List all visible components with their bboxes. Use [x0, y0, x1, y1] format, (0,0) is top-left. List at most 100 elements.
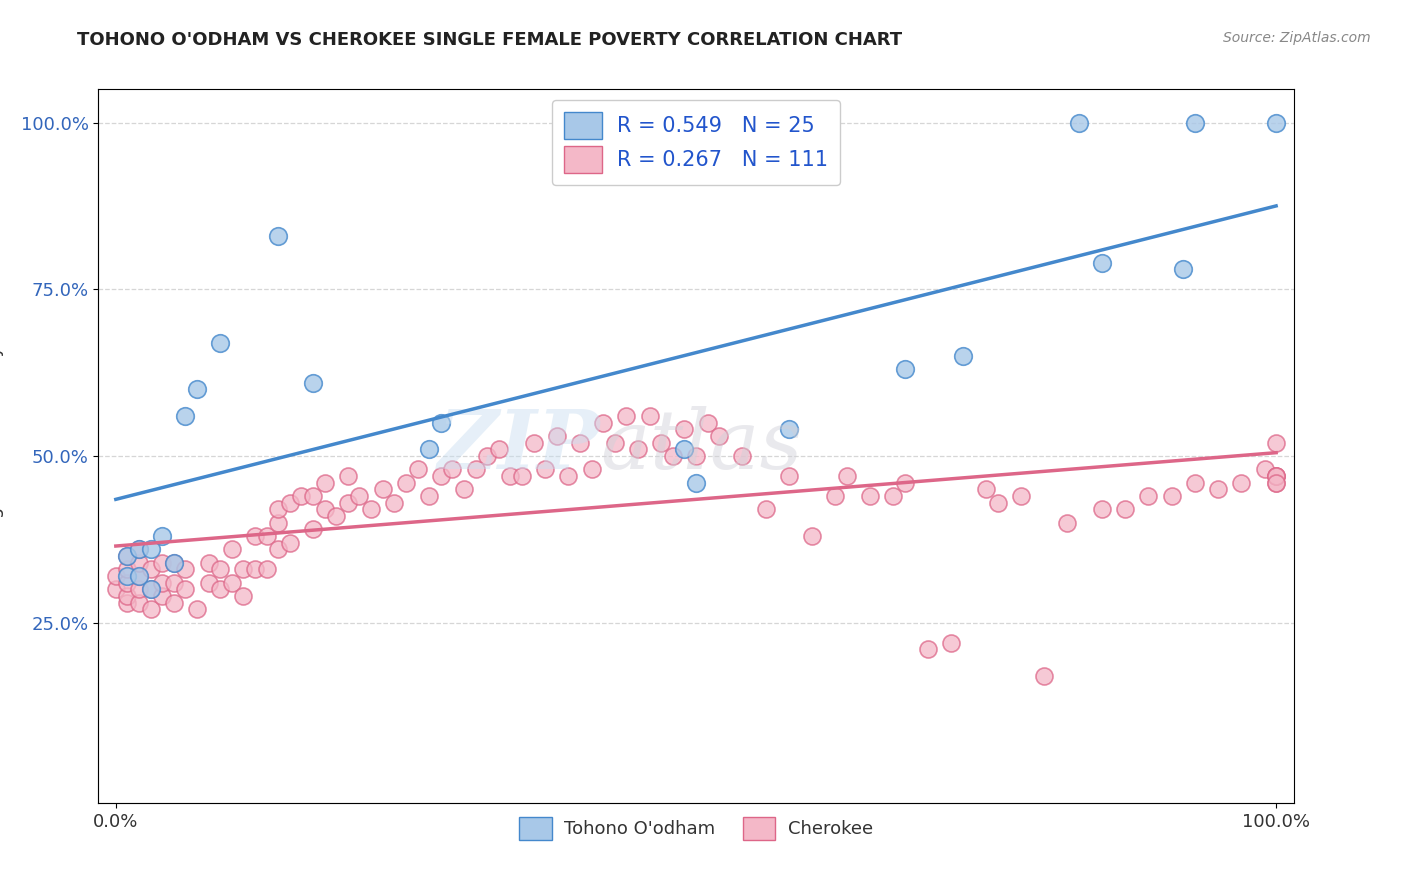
- Point: [685, 475, 707, 490]
- Point: [638, 409, 661, 423]
- Point: [894, 362, 917, 376]
- Point: [267, 228, 290, 243]
- Point: [117, 596, 139, 610]
- Point: [1010, 489, 1032, 503]
- Text: TOHONO O'ODHAM VS CHEROKEE SINGLE FEMALE POVERTY CORRELATION CHART: TOHONO O'ODHAM VS CHEROKEE SINGLE FEMALE…: [77, 31, 903, 49]
- Point: [418, 489, 440, 503]
- Point: [174, 562, 197, 576]
- Point: [128, 569, 150, 583]
- Point: [314, 475, 336, 490]
- Point: [1184, 475, 1206, 490]
- Point: [917, 642, 939, 657]
- Point: [197, 575, 219, 590]
- Point: [302, 376, 325, 390]
- Point: [278, 496, 301, 510]
- Point: [302, 522, 325, 536]
- Point: [603, 435, 626, 450]
- Point: [1265, 115, 1288, 129]
- Point: [1265, 475, 1288, 490]
- Point: [209, 335, 232, 350]
- Point: [534, 462, 557, 476]
- Text: ZIP: ZIP: [437, 406, 600, 486]
- Point: [371, 483, 394, 497]
- Point: [267, 542, 290, 557]
- Point: [488, 442, 510, 457]
- Point: [360, 502, 382, 516]
- Point: [174, 582, 197, 597]
- Point: [859, 489, 882, 503]
- Point: [1160, 489, 1182, 503]
- Point: [661, 449, 683, 463]
- Point: [243, 529, 266, 543]
- Point: [557, 469, 579, 483]
- Point: [1137, 489, 1160, 503]
- Y-axis label: Single Female Poverty: Single Female Poverty: [0, 346, 4, 546]
- Point: [1253, 462, 1275, 476]
- Legend: Tohono O'odham, Cherokee: Tohono O'odham, Cherokee: [512, 810, 880, 847]
- Point: [117, 575, 139, 590]
- Point: [232, 562, 254, 576]
- Point: [302, 489, 325, 503]
- Point: [117, 589, 139, 603]
- Point: [221, 542, 243, 557]
- Point: [163, 596, 186, 610]
- Point: [453, 483, 475, 497]
- Point: [1265, 475, 1288, 490]
- Point: [221, 575, 243, 590]
- Point: [128, 596, 150, 610]
- Point: [1091, 502, 1114, 516]
- Point: [778, 422, 800, 436]
- Point: [696, 416, 718, 430]
- Point: [267, 502, 290, 516]
- Point: [128, 556, 150, 570]
- Point: [731, 449, 754, 463]
- Point: [650, 435, 672, 450]
- Point: [546, 429, 568, 443]
- Point: [174, 409, 197, 423]
- Point: [1265, 469, 1288, 483]
- Point: [150, 575, 173, 590]
- Point: [163, 556, 186, 570]
- Point: [349, 489, 371, 503]
- Point: [894, 475, 917, 490]
- Point: [685, 449, 707, 463]
- Point: [1056, 516, 1078, 530]
- Point: [197, 556, 219, 570]
- Point: [1265, 469, 1288, 483]
- Point: [128, 542, 150, 557]
- Point: [673, 422, 696, 436]
- Point: [755, 502, 778, 516]
- Point: [139, 582, 162, 597]
- Text: atlas: atlas: [600, 406, 803, 486]
- Point: [209, 562, 232, 576]
- Point: [1114, 502, 1136, 516]
- Point: [882, 489, 904, 503]
- Point: [464, 462, 486, 476]
- Point: [278, 535, 301, 549]
- Point: [117, 549, 139, 563]
- Point: [1265, 435, 1288, 450]
- Point: [778, 469, 800, 483]
- Point: [382, 496, 405, 510]
- Point: [406, 462, 429, 476]
- Point: [441, 462, 464, 476]
- Point: [418, 442, 440, 457]
- Point: [150, 556, 173, 570]
- Point: [1184, 115, 1206, 129]
- Point: [209, 582, 232, 597]
- Point: [336, 496, 359, 510]
- Point: [186, 382, 208, 396]
- Point: [267, 516, 290, 530]
- Point: [673, 442, 696, 457]
- Point: [256, 529, 278, 543]
- Point: [974, 483, 997, 497]
- Point: [568, 435, 591, 450]
- Text: Source: ZipAtlas.com: Source: ZipAtlas.com: [1223, 31, 1371, 45]
- Point: [104, 582, 127, 597]
- Point: [395, 475, 418, 490]
- Point: [1206, 483, 1229, 497]
- Point: [256, 562, 278, 576]
- Point: [325, 509, 347, 524]
- Point: [128, 542, 150, 557]
- Point: [429, 469, 451, 483]
